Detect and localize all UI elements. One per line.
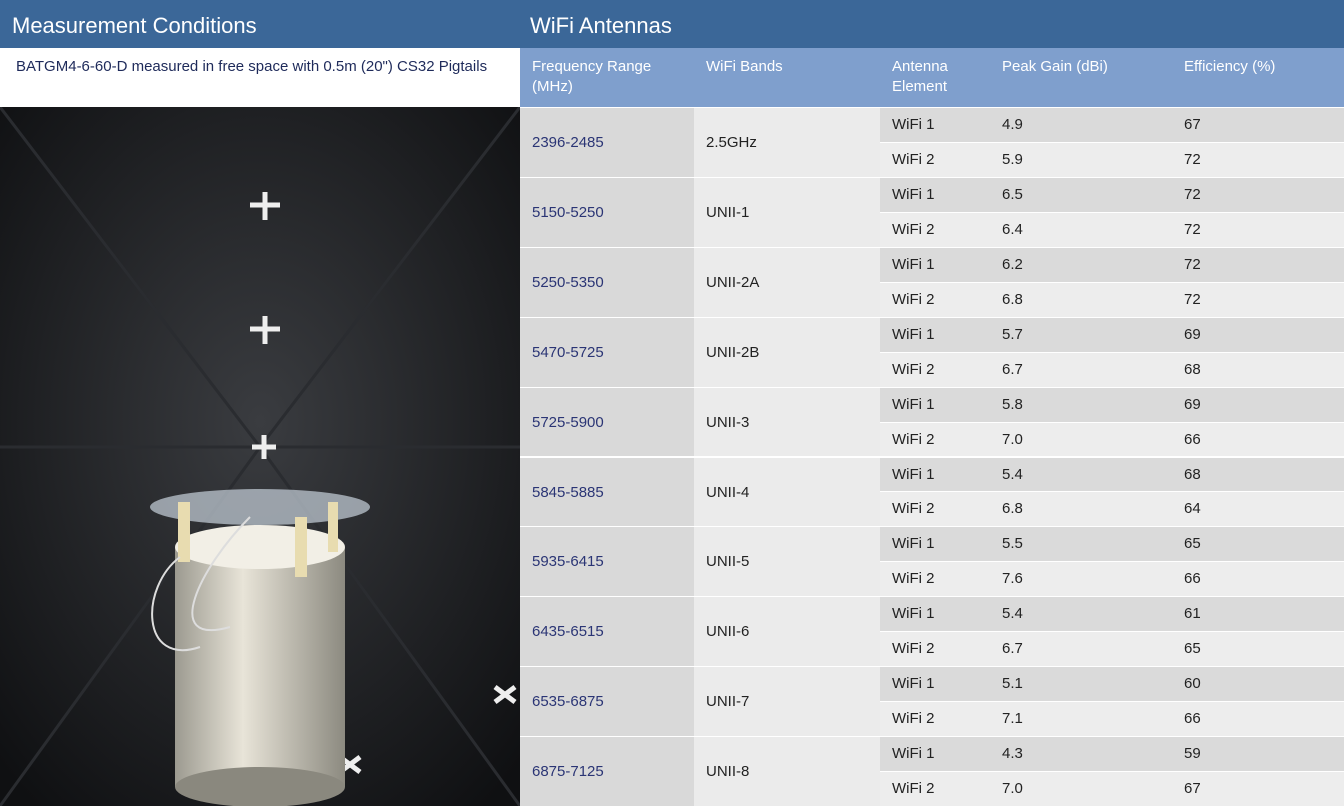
efficiency: 69	[1172, 317, 1344, 352]
frequency: 5250-5350	[520, 247, 694, 317]
efficiency: 72	[1172, 212, 1344, 247]
band: UNII-6	[694, 596, 880, 666]
antenna-element: WiFi 2	[880, 422, 990, 457]
efficiency: 68	[1172, 457, 1344, 492]
frequency: 5935-6415	[520, 526, 694, 596]
peak-gain: 6.7	[990, 352, 1172, 387]
efficiency: 61	[1172, 596, 1344, 631]
antenna-element: WiFi 1	[880, 387, 990, 422]
column-header: Frequency Range (MHz)	[520, 48, 694, 107]
efficiency: 72	[1172, 142, 1344, 177]
antenna-element: WiFi 2	[880, 771, 990, 806]
peak-gain: 5.1	[990, 666, 1172, 701]
frequency: 5470-5725	[520, 317, 694, 387]
peak-gain: 6.8	[990, 491, 1172, 526]
efficiency: 72	[1172, 247, 1344, 282]
peak-gain: 5.4	[990, 457, 1172, 492]
peak-gain: 6.8	[990, 282, 1172, 317]
peak-gain: 7.0	[990, 771, 1172, 806]
peak-gain: 7.0	[990, 422, 1172, 457]
peak-gain: 5.7	[990, 317, 1172, 352]
band: UNII-2B	[694, 317, 880, 387]
band: UNII-5	[694, 526, 880, 596]
peak-gain: 5.9	[990, 142, 1172, 177]
antenna-element: WiFi 2	[880, 491, 990, 526]
antenna-element: WiFi 1	[880, 107, 990, 142]
frequency: 5725-5900	[520, 387, 694, 457]
antenna-element: WiFi 1	[880, 736, 990, 771]
antenna-element: WiFi 2	[880, 561, 990, 596]
band: UNII-4	[694, 457, 880, 527]
left-title: Measurement Conditions	[0, 0, 520, 48]
efficiency: 72	[1172, 177, 1344, 212]
band: UNII-8	[694, 736, 880, 806]
column-header: Peak Gain (dBi)	[990, 48, 1172, 107]
peak-gain: 6.7	[990, 631, 1172, 666]
peak-gain: 5.4	[990, 596, 1172, 631]
frequency: 6875-7125	[520, 736, 694, 806]
antenna-element: WiFi 1	[880, 666, 990, 701]
efficiency: 69	[1172, 387, 1344, 422]
efficiency: 72	[1172, 282, 1344, 317]
antenna-element: WiFi 2	[880, 142, 990, 177]
page: Measurement Conditions WiFi Antennas BAT…	[0, 0, 1344, 806]
antenna-element: WiFi 1	[880, 177, 990, 212]
column-header: WiFi Bands	[694, 48, 880, 107]
peak-gain: 4.9	[990, 107, 1172, 142]
band: 2.5GHz	[694, 107, 880, 177]
antenna-element: WiFi 2	[880, 282, 990, 317]
efficiency: 65	[1172, 526, 1344, 561]
efficiency: 59	[1172, 736, 1344, 771]
efficiency: 66	[1172, 701, 1344, 736]
antenna-element: WiFi 2	[880, 701, 990, 736]
antenna-element: WiFi 1	[880, 596, 990, 631]
efficiency: 66	[1172, 561, 1344, 596]
efficiency: 60	[1172, 666, 1344, 701]
frequency: 5150-5250	[520, 177, 694, 247]
antenna-element: WiFi 2	[880, 352, 990, 387]
antenna-element: WiFi 1	[880, 317, 990, 352]
column-header: Efficiency (%)	[1172, 48, 1344, 107]
antenna-element: WiFi 1	[880, 457, 990, 492]
peak-gain: 5.5	[990, 526, 1172, 561]
band: UNII-7	[694, 666, 880, 736]
description: BATGM4-6-60-D measured in free space wit…	[0, 48, 520, 107]
band: UNII-3	[694, 387, 880, 457]
frequency: 2396-2485	[520, 107, 694, 177]
chamber-photo	[0, 107, 520, 806]
antenna-element: WiFi 2	[880, 631, 990, 666]
peak-gain: 5.8	[990, 387, 1172, 422]
antenna-element: WiFi 1	[880, 526, 990, 561]
peak-gain: 4.3	[990, 736, 1172, 771]
antenna-element: WiFi 2	[880, 212, 990, 247]
peak-gain: 6.4	[990, 212, 1172, 247]
efficiency: 65	[1172, 631, 1344, 666]
efficiency: 67	[1172, 771, 1344, 806]
right-title: WiFi Antennas	[520, 0, 1344, 48]
efficiency: 68	[1172, 352, 1344, 387]
peak-gain: 6.5	[990, 177, 1172, 212]
peak-gain: 7.1	[990, 701, 1172, 736]
antenna-element: WiFi 1	[880, 247, 990, 282]
band: UNII-1	[694, 177, 880, 247]
frequency: 6535-6875	[520, 666, 694, 736]
frequency: 6435-6515	[520, 596, 694, 666]
peak-gain: 7.6	[990, 561, 1172, 596]
efficiency: 66	[1172, 422, 1344, 457]
column-header: Antenna Element	[880, 48, 990, 107]
frequency: 5845-5885	[520, 457, 694, 527]
band: UNII-2A	[694, 247, 880, 317]
peak-gain: 6.2	[990, 247, 1172, 282]
efficiency: 64	[1172, 491, 1344, 526]
efficiency: 67	[1172, 107, 1344, 142]
